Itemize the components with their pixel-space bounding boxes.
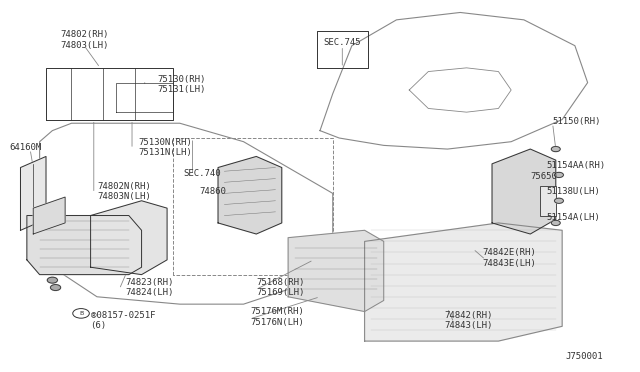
Text: 51150(RH): 51150(RH) [552,117,601,126]
Text: 51138U(LH): 51138U(LH) [546,187,600,196]
Text: 64160M: 64160M [9,143,42,152]
Text: B: B [79,311,83,316]
Polygon shape [27,215,141,275]
Polygon shape [492,149,556,234]
Circle shape [51,285,61,291]
Circle shape [554,172,563,177]
Circle shape [551,220,560,225]
Text: 74802(RH)
74803(LH): 74802(RH) 74803(LH) [60,31,108,50]
Circle shape [47,277,58,283]
Text: 74842E(RH)
74843E(LH): 74842E(RH) 74843E(LH) [483,248,536,268]
Text: SEC.740: SEC.740 [183,169,221,177]
Text: 74823(RH)
74824(LH): 74823(RH) 74824(LH) [125,278,174,297]
Text: 75130N(RH)
75131N(LH): 75130N(RH) 75131N(LH) [138,138,192,157]
Polygon shape [218,157,282,234]
Polygon shape [20,157,46,230]
Text: 74860: 74860 [199,187,226,196]
Text: 75168(RH)
75169(LH): 75168(RH) 75169(LH) [256,278,305,297]
Polygon shape [33,197,65,234]
Circle shape [551,147,560,152]
Text: 75130(RH)
75131(LH): 75130(RH) 75131(LH) [157,75,206,94]
Text: ®08157-0251F
(6): ®08157-0251F (6) [91,311,155,330]
Text: 75176M(RH)
75176N(LH): 75176M(RH) 75176N(LH) [250,307,303,327]
Text: 74802N(RH)
74803N(LH): 74802N(RH) 74803N(LH) [97,182,151,201]
Polygon shape [288,230,384,311]
Text: 74842(RH)
74843(LH): 74842(RH) 74843(LH) [444,311,493,330]
Text: SEC.745: SEC.745 [323,38,361,46]
Polygon shape [365,223,562,341]
Circle shape [554,198,563,203]
Text: 51154AA(RH): 51154AA(RH) [546,161,605,170]
Bar [540,186,556,215]
Polygon shape [91,201,167,275]
Text: 75650: 75650 [531,172,557,181]
Text: J750001: J750001 [566,352,604,361]
Text: 51154A(LH): 51154A(LH) [546,213,600,222]
